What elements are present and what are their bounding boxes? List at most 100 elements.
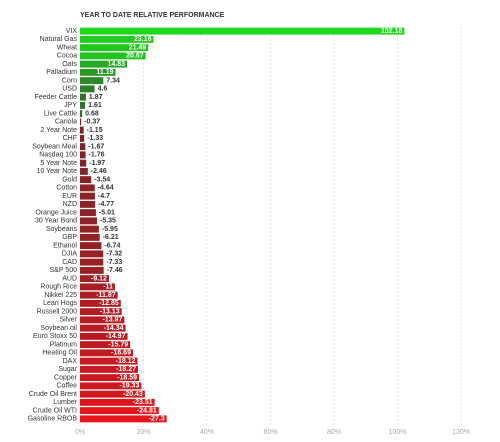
- category-label: Cocoa: [57, 53, 77, 60]
- category-label: Nikkei 225: [44, 292, 77, 299]
- bar: [80, 200, 96, 208]
- bar: [80, 349, 133, 357]
- bar: [80, 225, 99, 233]
- category-label: Crude Oil Brent: [29, 391, 77, 398]
- category-label: Coffee: [57, 383, 78, 390]
- category-label: AUD: [62, 275, 77, 282]
- value-label: -18.27: [116, 366, 136, 373]
- bar: [80, 266, 104, 274]
- value-label: -9.12: [91, 275, 107, 282]
- bar: [80, 357, 138, 365]
- category-label: CAD: [62, 259, 77, 266]
- category-label: Platinum: [50, 341, 77, 348]
- bar: [80, 365, 139, 373]
- category-label: VIX: [66, 28, 78, 35]
- bar: [80, 134, 85, 142]
- bar: [80, 93, 86, 101]
- value-label: 4.6: [98, 86, 108, 93]
- category-label: Copper: [54, 374, 78, 381]
- value-label: 14.83: [108, 61, 126, 68]
- chart-title: YEAR TO DATE RELATIVE PERFORMANCE: [80, 12, 225, 19]
- x-tick-label: 120%: [452, 429, 470, 436]
- category-label: Palladium: [46, 69, 77, 76]
- bar: [80, 390, 145, 398]
- value-label: -12.85: [99, 300, 119, 307]
- category-label: Soybean Meal: [32, 143, 77, 150]
- bar: [80, 324, 126, 332]
- value-label: -7.46: [107, 267, 123, 274]
- value-label: -15.79: [108, 341, 128, 348]
- bar: [80, 77, 104, 85]
- category-label: 5 Year Note: [40, 160, 77, 167]
- category-label: NZD: [63, 201, 77, 208]
- category-label: Lean Hogs: [43, 300, 77, 307]
- bar: [80, 159, 87, 167]
- category-label: Silver: [59, 317, 77, 324]
- bar: [80, 35, 154, 43]
- category-label: 2 Year Note: [40, 127, 77, 134]
- value-label: -0.37: [84, 119, 100, 126]
- x-tick-label: 20%: [136, 429, 150, 436]
- value-label: -19.33: [120, 383, 140, 390]
- value-label: -7.33: [106, 259, 122, 266]
- bar: [80, 27, 405, 35]
- category-label: Nasdaq 100: [39, 152, 77, 159]
- value-label: -13.13: [100, 308, 120, 315]
- value-label: -7.32: [106, 251, 122, 258]
- value-label: -1.15: [87, 127, 103, 134]
- value-label: -4.64: [98, 185, 114, 192]
- bar: [80, 110, 83, 118]
- value-label: -1.33: [87, 135, 103, 142]
- value-label: 102.18: [381, 28, 403, 35]
- bar: [80, 374, 140, 382]
- x-tick-label: 80%: [327, 429, 341, 436]
- bar: [80, 44, 149, 52]
- bar: [80, 209, 96, 217]
- value-label: -4.7: [98, 193, 110, 200]
- category-label: Oats: [62, 61, 77, 68]
- category-label: S&P 500: [49, 267, 77, 274]
- value-label: 1.61: [88, 102, 102, 109]
- bar: [80, 118, 82, 126]
- category-label: Rough Rice: [40, 284, 77, 291]
- value-label: -14.97: [106, 333, 126, 340]
- value-label: -16.69: [111, 350, 131, 357]
- value-label: -18.12: [116, 358, 136, 365]
- bar: [80, 167, 88, 175]
- bar: [80, 258, 104, 266]
- value-label: 0.68: [85, 110, 99, 117]
- value-label: -5.01: [99, 209, 115, 216]
- value-label: -6.21: [103, 234, 119, 241]
- value-label: -5.35: [100, 218, 116, 225]
- bar: [80, 299, 121, 307]
- bar: [80, 192, 95, 200]
- value-label: 23.16: [134, 36, 152, 43]
- bar: [80, 242, 102, 250]
- bar: [80, 233, 100, 241]
- category-label: Orange Juice: [35, 209, 77, 216]
- value-label: -11.87: [96, 292, 116, 299]
- category-label: Gold: [62, 176, 77, 183]
- category-label: EUR: [62, 193, 77, 200]
- category-label: GBP: [62, 234, 77, 241]
- value-label: -11: [103, 284, 113, 291]
- category-label: Euro Stoxx 50: [33, 333, 77, 340]
- category-label: Heating Oil: [42, 350, 77, 357]
- category-label: Cotton: [56, 185, 77, 192]
- category-label: DAX: [63, 358, 78, 365]
- category-label: Soybeans: [46, 226, 78, 233]
- x-tick-label: 60%: [263, 429, 277, 436]
- bar: [80, 415, 167, 423]
- category-label: Gasoline RBOB: [28, 416, 78, 423]
- bar: [80, 291, 118, 299]
- bar: [80, 151, 86, 159]
- value-label: -3.54: [94, 176, 110, 183]
- bar: [80, 316, 125, 324]
- bar: [80, 143, 86, 151]
- x-tick-label: 0%: [75, 429, 85, 436]
- category-label: DJIA: [62, 251, 78, 258]
- bar: [80, 101, 86, 109]
- bar: [80, 275, 109, 283]
- value-label: 21.49: [129, 44, 147, 51]
